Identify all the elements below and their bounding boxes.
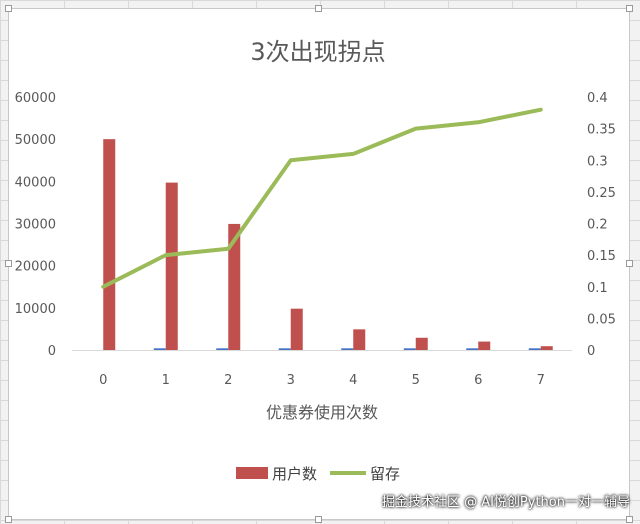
line-retention <box>101 107 543 289</box>
x-tick-label: 3 <box>287 373 295 388</box>
y-right-tick-label: 0.2 <box>587 218 608 233</box>
resize-handle-right[interactable] <box>626 260 633 267</box>
resize-handle-bottom-left[interactable] <box>5 516 12 523</box>
y-left-tick-label: 20000 <box>15 260 56 275</box>
legend-label-retention: 留存 <box>370 465 400 483</box>
legend-label-users: 用户数 <box>272 465 317 483</box>
x-tick-label: 6 <box>474 373 482 388</box>
y-right-tick-label: 0 <box>587 344 595 359</box>
x-tick-label: 1 <box>162 373 170 388</box>
resize-handle-top[interactable] <box>315 5 322 12</box>
watermark: 掘金技术社区 @ AI悦创Python一对一辅导 <box>381 495 630 510</box>
x-tick-label: 4 <box>349 373 357 388</box>
bar-users <box>228 223 241 350</box>
bar-series-blue <box>153 348 166 350</box>
y-right-tick-label: 0.1 <box>587 281 608 296</box>
bar-users <box>540 346 553 350</box>
resize-handle-top-right[interactable] <box>626 5 633 12</box>
y-left-tick-label: 30000 <box>15 218 56 233</box>
y-right-tick-label: 0.15 <box>587 249 616 264</box>
bar-users <box>415 337 428 350</box>
y-left-tick-label: 40000 <box>15 175 56 190</box>
x-tick-label: 2 <box>224 373 232 388</box>
bar-users <box>290 308 303 350</box>
resize-handle-left[interactable] <box>5 260 12 267</box>
bar-series-blue <box>278 348 291 350</box>
bar-series-blue <box>341 348 354 350</box>
x-tick-label: 5 <box>412 373 420 388</box>
y-right-tick-label: 0.25 <box>587 186 616 201</box>
bar-series-blue <box>403 348 416 350</box>
bar-users <box>103 139 116 350</box>
y-right-tick-label: 0.05 <box>587 312 616 327</box>
y-right-tick-label: 0.4 <box>587 91 608 106</box>
bar-series-blue <box>528 348 541 350</box>
resize-handle-bottom-right[interactable] <box>626 516 633 523</box>
y-right-tick-label: 0.35 <box>587 123 616 138</box>
x-tick-label: 7 <box>537 373 545 388</box>
y-right-tick-label: 0.3 <box>587 154 608 169</box>
resize-handle-top-left[interactable] <box>5 5 12 12</box>
bar-users <box>353 329 366 350</box>
y-left-tick-label: 60000 <box>15 91 56 106</box>
y-left-tick-label: 50000 <box>15 133 56 148</box>
bar-users <box>478 341 491 350</box>
chart-title: 3次出现拐点 <box>250 38 385 66</box>
y-left-tick-label: 10000 <box>15 302 56 317</box>
y-left-tick-label: 0 <box>48 344 56 359</box>
x-tick-label: 0 <box>99 373 107 388</box>
bar-series-blue <box>466 348 479 350</box>
bar-series-blue <box>216 348 229 350</box>
resize-handle-bottom[interactable] <box>315 516 322 523</box>
x-axis-title: 优惠券使用次数 <box>266 403 378 422</box>
legend-swatch-users <box>236 467 268 479</box>
bar-users <box>165 182 178 350</box>
